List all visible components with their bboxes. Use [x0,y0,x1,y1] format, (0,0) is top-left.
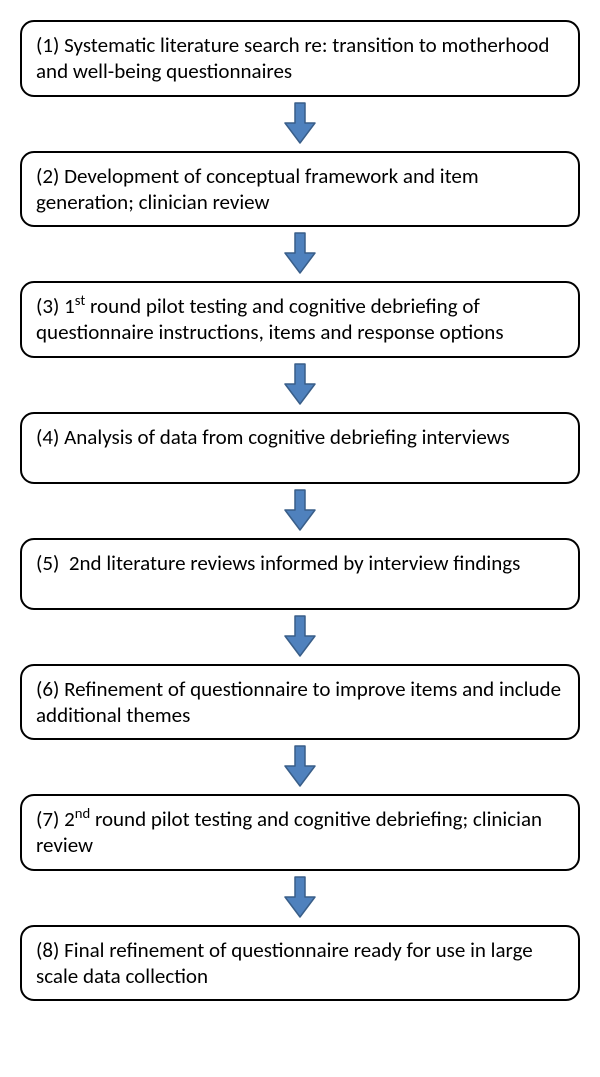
flow-step-text: (2) Development of conceptual framework … [36,163,564,216]
flow-step-8: (8) Final refinement of questionnaire re… [20,925,580,1002]
flow-step-text: (7) 2nd round pilot testing and cognitiv… [36,806,564,859]
flow-step-2: (2) Development of conceptual framework … [20,151,580,228]
flow-step-4: (4) Analysis of data from cognitive debr… [20,412,580,484]
flow-step-text: (6) Refinement of questionnaire to impro… [36,676,564,729]
down-arrow-icon [283,614,317,658]
flow-step-text: (5) 2nd literature reviews informed by i… [36,550,520,576]
flow-step-text: (8) Final refinement of questionnaire re… [36,937,564,990]
down-arrow-icon [283,488,317,532]
flow-step-text: (3) 1st round pilot testing and cognitiv… [36,293,564,346]
flow-step-text: (4) Analysis of data from cognitive debr… [36,424,510,450]
flow-step-3: (3) 1st round pilot testing and cognitiv… [20,281,580,358]
down-arrow-icon [283,101,317,145]
flowchart-container: (1) Systematic literature search re: tra… [12,20,588,1001]
down-arrow-icon [283,362,317,406]
flow-step-7: (7) 2nd round pilot testing and cognitiv… [20,794,580,871]
flow-step-1: (1) Systematic literature search re: tra… [20,20,580,97]
down-arrow-icon [283,744,317,788]
down-arrow-icon [283,875,317,919]
flow-step-5: (5) 2nd literature reviews informed by i… [20,538,580,610]
flow-step-6: (6) Refinement of questionnaire to impro… [20,664,580,741]
flow-step-text: (1) Systematic literature search re: tra… [36,32,564,85]
down-arrow-icon [283,231,317,275]
